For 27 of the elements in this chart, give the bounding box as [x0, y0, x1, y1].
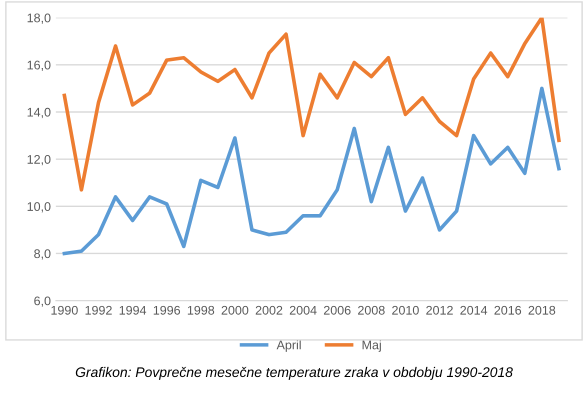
x-tick-label: 2004	[290, 306, 317, 315]
x-tick-label: 2002	[256, 306, 282, 315]
text: Grafikon: Povprečne mesečne temperature zraka v obdobju 1990-2018	[76, 366, 513, 380]
x-tick-label: 2016	[494, 306, 522, 315]
x-tick-label: 2012	[426, 306, 453, 315]
y-tick-label: 12,0	[28, 154, 51, 166]
line-series	[62, 18, 561, 192]
x-tick-label: 1998	[188, 306, 214, 315]
x-tick-label: 1992	[86, 306, 112, 315]
x-tick-label: 1994	[120, 306, 146, 315]
line-series	[62, 86, 561, 256]
y-tick-label: 14,0	[28, 108, 51, 118]
y-tick-label: 6,0	[34, 296, 51, 307]
legend-label: April	[276, 340, 301, 352]
x-tick-label: 2018	[528, 306, 556, 315]
x-tick-label: 2006	[324, 306, 351, 315]
x-tick-label: 2000	[222, 306, 248, 315]
x-tick-label: 2010	[392, 306, 419, 315]
x-tick-label: 2014	[460, 306, 488, 315]
x-tick-label: 1990	[51, 306, 78, 315]
y-tick-label: 18,0	[28, 13, 51, 24]
y-tick-label: 10,0	[28, 202, 51, 212]
legend-label: Maj	[362, 340, 381, 352]
y-tick-label: 8,0	[34, 249, 51, 260]
y-tick-label: 16,0	[28, 60, 51, 71]
x-tick-label: 2008	[358, 306, 385, 315]
x-tick-label: 1996	[154, 306, 180, 315]
